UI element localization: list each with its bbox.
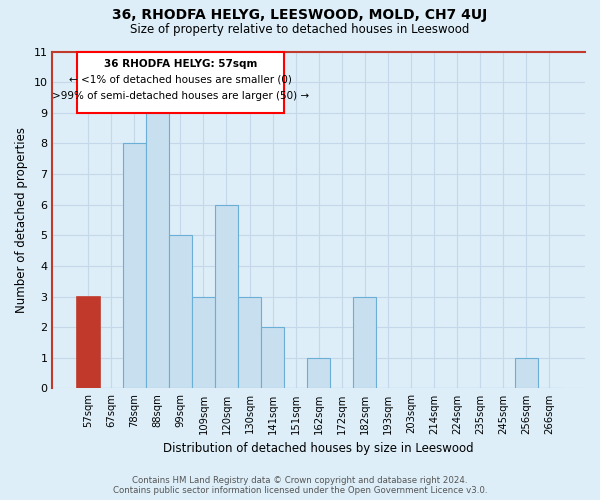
Bar xyxy=(169,236,192,388)
Bar xyxy=(261,327,284,388)
FancyBboxPatch shape xyxy=(77,52,284,113)
X-axis label: Distribution of detached houses by size in Leeswood: Distribution of detached houses by size … xyxy=(163,442,474,455)
Bar xyxy=(77,296,100,388)
Bar xyxy=(215,204,238,388)
Y-axis label: Number of detached properties: Number of detached properties xyxy=(15,127,28,313)
Bar xyxy=(515,358,538,388)
Text: 36, RHODFA HELYG, LEESWOOD, MOLD, CH7 4UJ: 36, RHODFA HELYG, LEESWOOD, MOLD, CH7 4U… xyxy=(112,8,488,22)
Text: 36 RHODFA HELYG: 57sqm: 36 RHODFA HELYG: 57sqm xyxy=(104,59,257,69)
Text: >99% of semi-detached houses are larger (50) →: >99% of semi-detached houses are larger … xyxy=(52,91,309,101)
Bar xyxy=(123,144,146,388)
Bar xyxy=(238,296,261,388)
Bar xyxy=(146,113,169,388)
Bar xyxy=(353,296,376,388)
Bar xyxy=(192,296,215,388)
Text: Contains HM Land Registry data © Crown copyright and database right 2024.
Contai: Contains HM Land Registry data © Crown c… xyxy=(113,476,487,495)
Text: ← <1% of detached houses are smaller (0): ← <1% of detached houses are smaller (0) xyxy=(69,74,292,84)
Text: Size of property relative to detached houses in Leeswood: Size of property relative to detached ho… xyxy=(130,22,470,36)
Bar xyxy=(307,358,330,388)
